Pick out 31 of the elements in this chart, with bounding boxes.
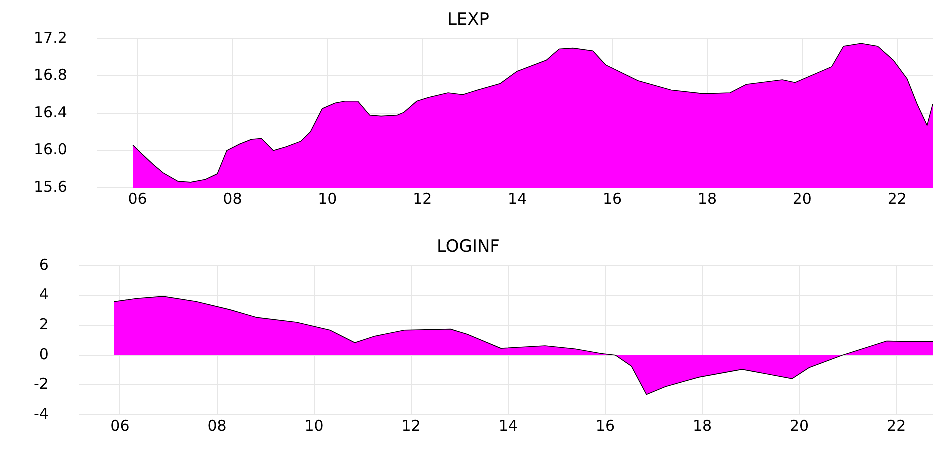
chart-title: LOGINF <box>437 237 500 258</box>
x-tick-label: 12 <box>402 416 421 435</box>
y-tick-label: 17.2 <box>34 28 68 47</box>
x-tick-label: 08 <box>208 416 227 435</box>
x-tick-label: 08 <box>223 190 242 208</box>
y-tick-label: 6 <box>39 256 49 274</box>
x-tick-label: 18 <box>692 416 712 435</box>
x-tick-label: 10 <box>304 416 324 435</box>
y-tick-label: 15.6 <box>34 178 68 196</box>
y-tick-label: 16.8 <box>34 66 68 84</box>
x-tick-label: 18 <box>698 190 718 208</box>
x-tick-label: 16 <box>602 190 622 208</box>
y-tick-label: 0 <box>39 345 49 364</box>
x-tick-label: 16 <box>596 416 615 435</box>
y-tick-label: 16.4 <box>34 103 68 122</box>
x-tick-label: 14 <box>498 416 518 435</box>
x-tick-label: 22 <box>888 190 907 208</box>
chart-title: LEXP <box>447 10 490 30</box>
y-tick-label: 16.0 <box>34 140 68 159</box>
x-tick-label: 22 <box>887 416 906 435</box>
y-tick-label: -2 <box>34 375 49 394</box>
x-tick-label: 20 <box>792 190 812 208</box>
x-tick-label: 06 <box>128 190 148 208</box>
x-tick-label: 14 <box>508 190 528 208</box>
x-tick-label: 20 <box>790 416 810 435</box>
y-tick-label: 4 <box>39 286 49 304</box>
x-tick-label: 12 <box>413 190 432 208</box>
y-tick-label: -4 <box>34 404 49 423</box>
y-tick-label: 2 <box>39 315 49 334</box>
x-tick-label: 06 <box>110 416 130 435</box>
x-tick-label: 10 <box>318 190 338 208</box>
